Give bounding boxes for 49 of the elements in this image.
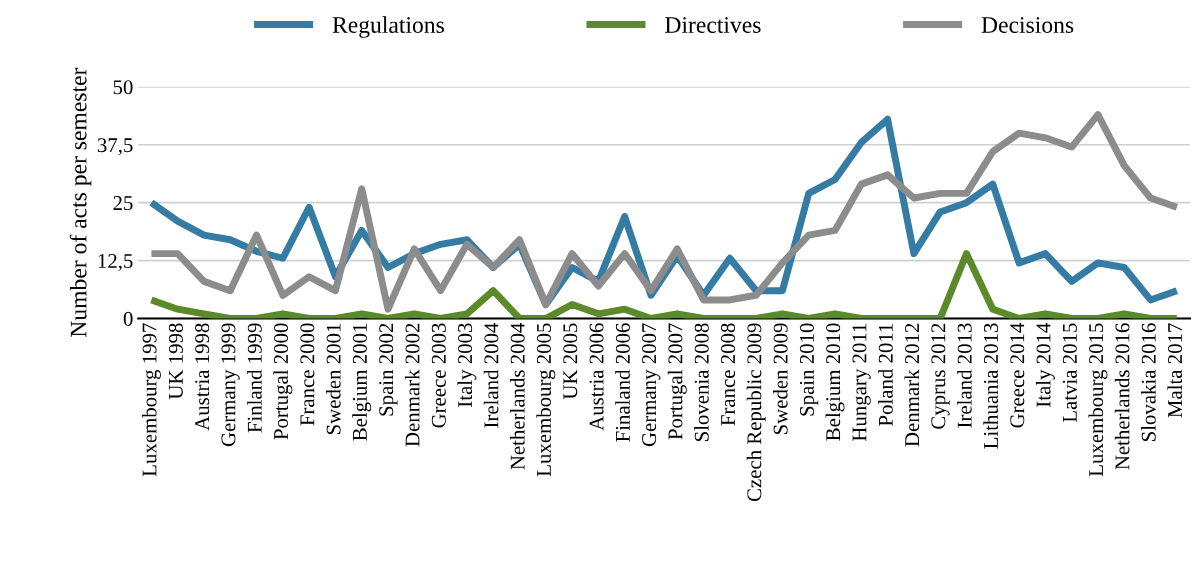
x-tick-label: Hungary 2011	[852, 323, 871, 442]
x-tick-label: Latvia 2015	[1062, 323, 1077, 423]
y-tick-label: 0	[123, 311, 133, 326]
x-tick-label: Germany 1999	[221, 323, 240, 447]
x-tick-label: Ireland 2004	[483, 322, 499, 428]
y-tick-label: 12,5	[98, 253, 133, 271]
x-tick-label: Belgium 2010	[825, 323, 845, 441]
x-tick-label: Ireland 2013	[957, 323, 972, 428]
x-tick-label: Portugal 2007	[667, 323, 687, 440]
x-tick-label: Greece 2014	[1010, 322, 1025, 428]
x-tick-label: Italy 2003	[457, 323, 477, 407]
x-tick-label: Belgium 2001	[352, 323, 372, 441]
x-tick-label: Austria 2006	[589, 323, 604, 431]
x-tick-label: Czech Republic 2009	[746, 323, 766, 502]
y-tick-label: 50	[113, 80, 133, 95]
x-tick-label: Luxembourg 2015	[1088, 323, 1108, 477]
x-tick-label: Austria 1998	[195, 323, 210, 431]
x-tick-label: Germany 2007	[642, 323, 661, 447]
x-tick-label: Malta 2017	[1167, 323, 1183, 418]
x-tick-label: Portugal 2000	[273, 323, 293, 440]
x-tick-label: Luxembourg 1997	[141, 323, 161, 477]
y-tick-label: 37,5	[97, 138, 133, 156]
x-tick-label: Italy 2014	[1035, 322, 1055, 407]
x-tick-label: Poland 2011	[878, 323, 893, 426]
x-tick-label: Lithuania 2013	[983, 323, 998, 449]
legend-label: Regulations	[332, 16, 444, 38]
x-tick-label: UK 1998	[168, 323, 183, 400]
x-tick-label: Spain 2002	[379, 323, 398, 416]
y-axis-title: Number of acts per semester	[69, 67, 92, 338]
x-tick-label: Denmark 2002	[404, 323, 420, 447]
legend-label: Directives	[665, 17, 761, 33]
y-tick-label: 25	[113, 196, 133, 211]
x-tick-label: Finland 1999	[247, 323, 262, 433]
x-tick-label: Sweden 2009	[772, 323, 788, 435]
x-tick-label: Finaland 2006	[615, 323, 630, 442]
x-tick-label: Cyprus 2012	[931, 323, 950, 429]
x-tick-label: Netherlands 2004	[510, 322, 525, 470]
x-tick-label: Luxembourg 2005	[536, 323, 556, 477]
x-tick-label: Sweden 2001	[325, 323, 341, 435]
legend-label: Decisions	[981, 17, 1074, 33]
x-tick-label: Slovenia 2008	[694, 323, 709, 442]
x-tick-label: France 2000	[300, 323, 315, 426]
x-tick-label: UK 2005	[563, 323, 578, 400]
x-tick-label: Spain 2010	[799, 323, 819, 416]
x-tick-label: France 2008	[720, 323, 736, 426]
x-tick-label: Denmark 2012	[904, 323, 920, 447]
x-tick-label: Slovakia 2016	[1141, 323, 1156, 442]
x-tick-label: Netherlands 2016	[1114, 323, 1130, 470]
x-tick-label: Greece 2003	[431, 323, 446, 428]
